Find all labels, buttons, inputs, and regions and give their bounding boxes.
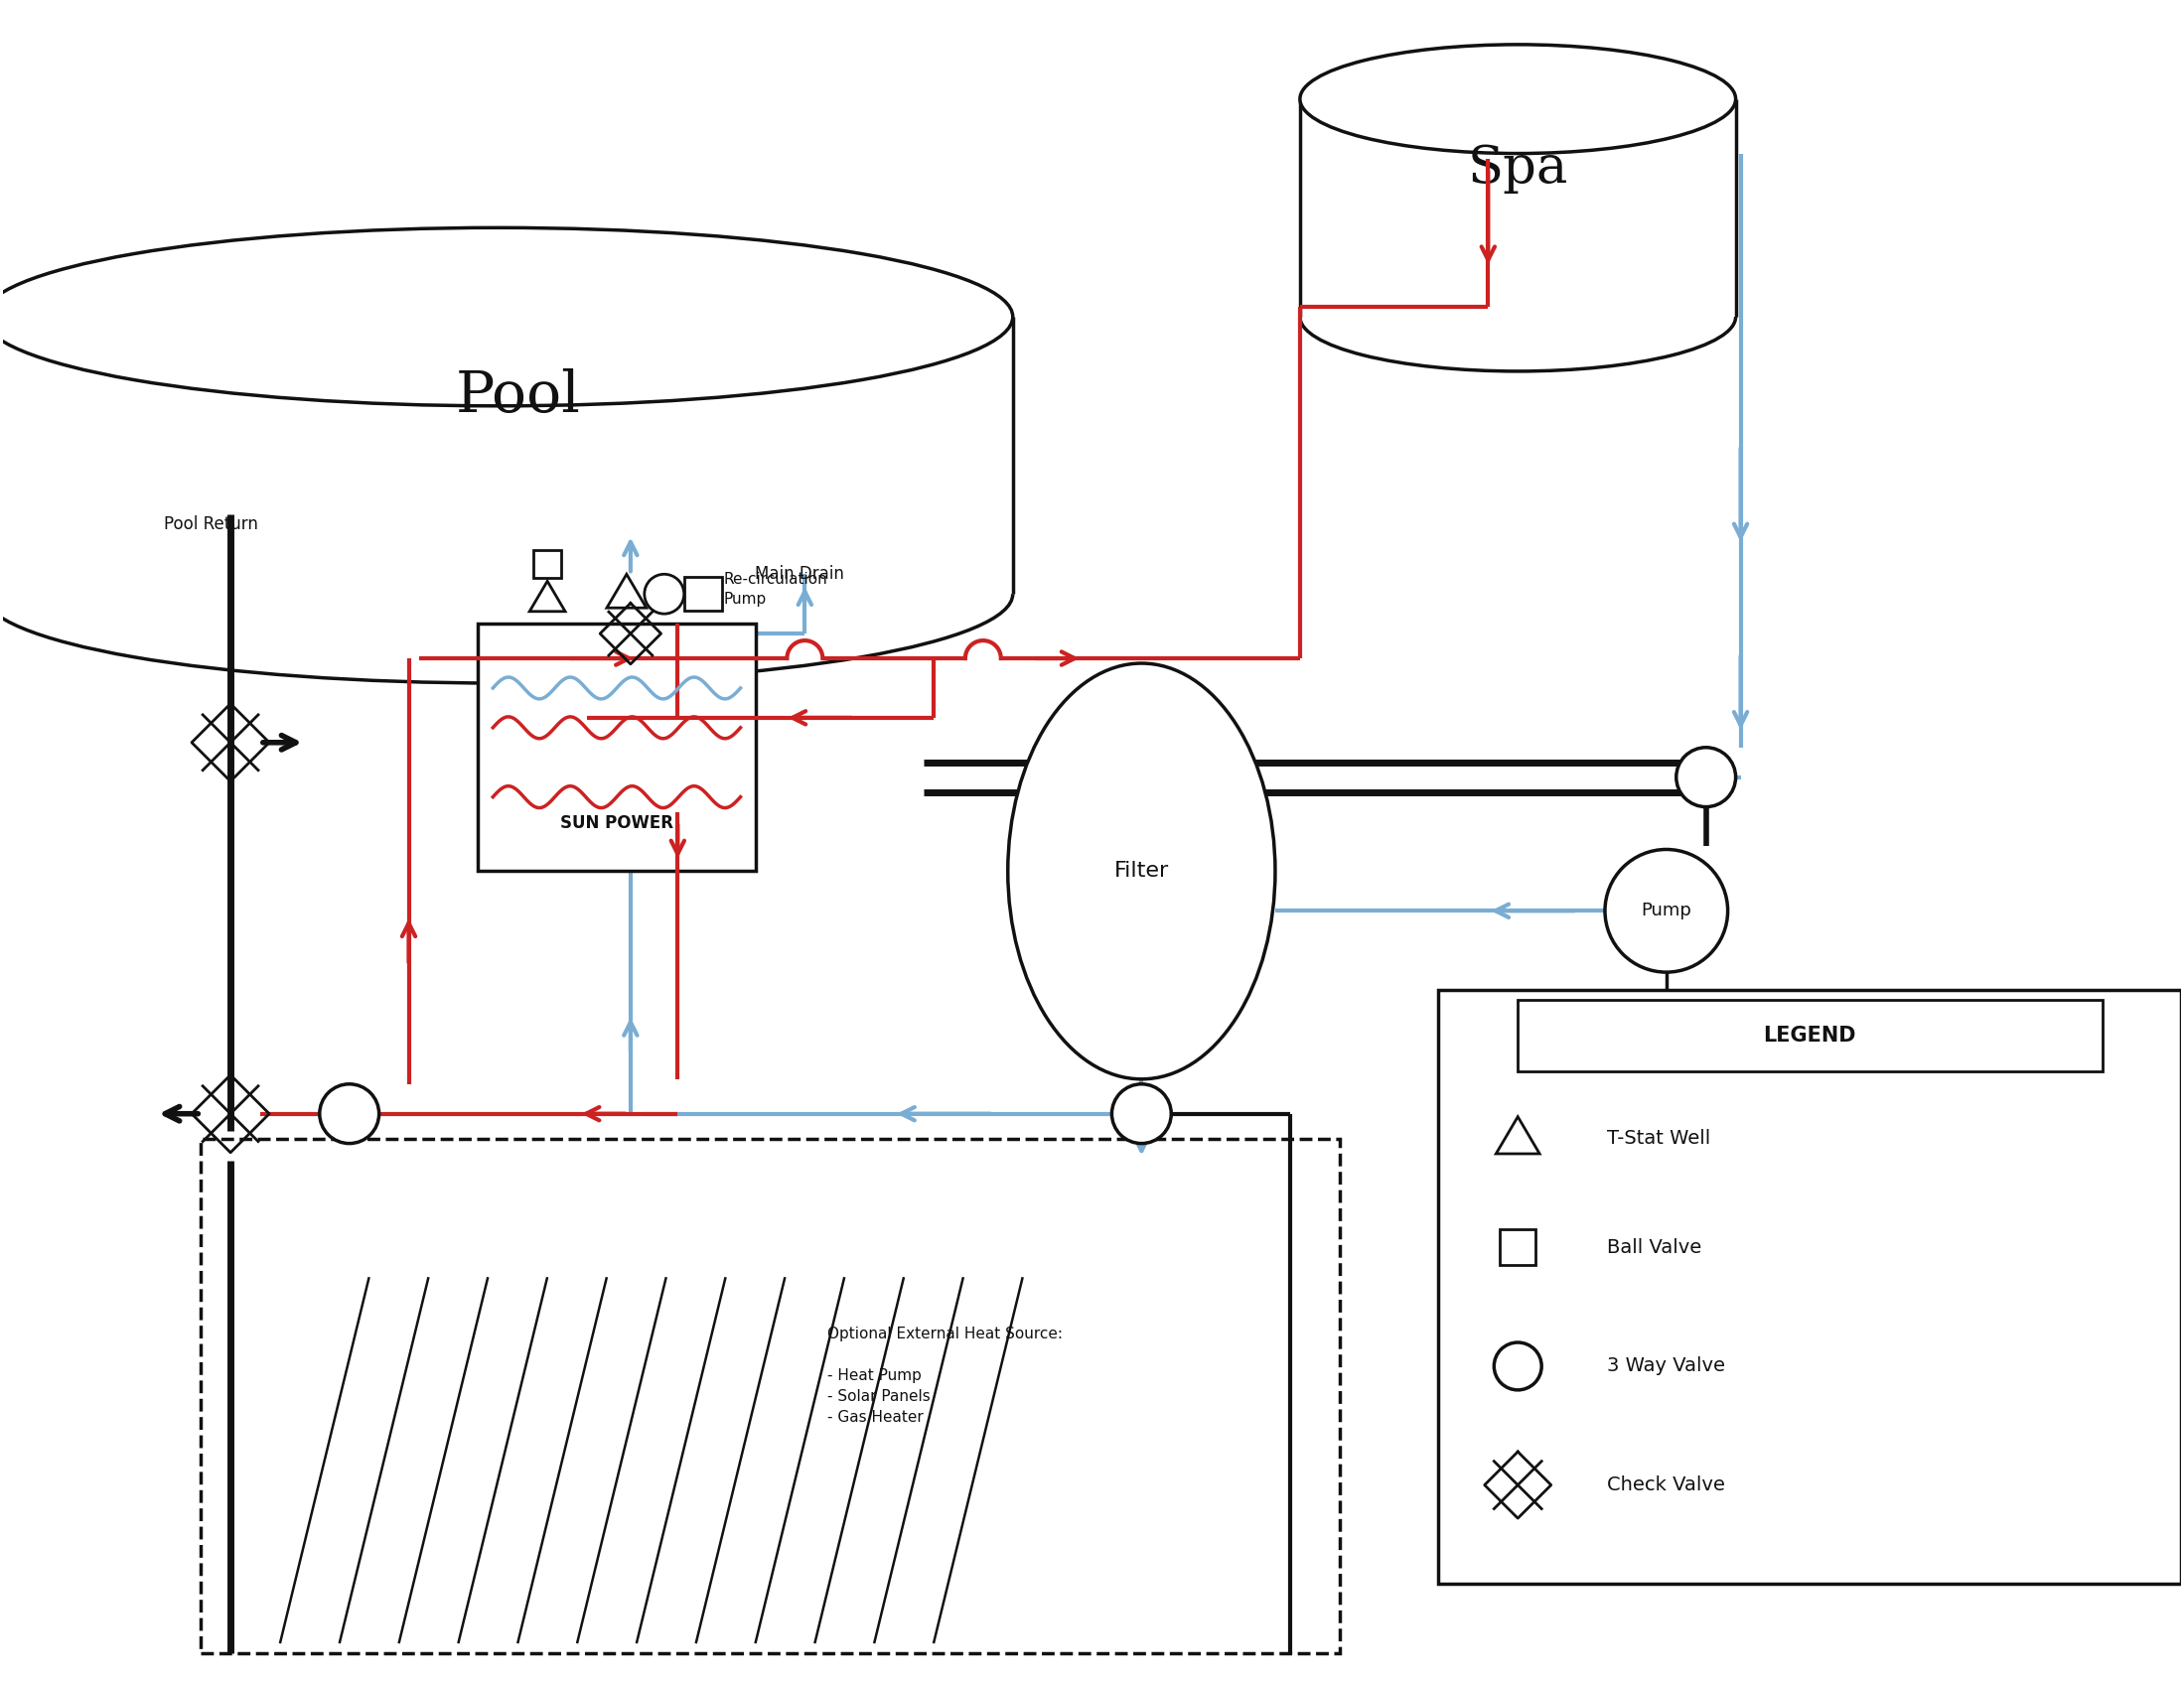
Text: Ball Valve: Ball Valve [1607,1239,1701,1257]
Bar [1439,990,2182,1584]
Text: Pool Return: Pool Return [164,515,258,534]
Circle shape [1494,1343,1542,1390]
Text: Check Valve: Check Valve [1607,1476,1725,1495]
Bar [201,1138,1339,1653]
Bar [533,550,561,579]
Ellipse shape [1299,44,1736,153]
Text: Optional External Heat Source:

- Heat Pump
- Solar Panels
- Gas Heater: Optional External Heat Source: - Heat Pu… [828,1326,1061,1426]
Ellipse shape [1007,663,1275,1079]
Text: T-Stat Well: T-Stat Well [1607,1129,1710,1148]
Ellipse shape [0,227,1013,406]
Text: Pump: Pump [1640,902,1693,919]
Bar [684,577,721,611]
Circle shape [1112,1084,1171,1143]
Text: Filter: Filter [1114,862,1168,882]
Text: SUN POWER: SUN POWER [559,813,673,831]
Text: Main Drain: Main Drain [756,565,845,582]
Circle shape [644,574,684,614]
Circle shape [319,1084,380,1143]
Text: Pool: Pool [454,369,581,424]
Circle shape [1605,850,1728,973]
Text: LEGEND: LEGEND [1762,1025,1856,1045]
Text: 3 Way Valve: 3 Way Valve [1607,1356,1725,1375]
Bar [478,624,756,872]
Circle shape [1677,747,1736,806]
Text: Re-circulation
Pump: Re-circulation Pump [723,572,828,606]
Bar [1518,1000,2101,1070]
Bar [1500,1230,1535,1266]
Text: Spa: Spa [1468,143,1568,194]
